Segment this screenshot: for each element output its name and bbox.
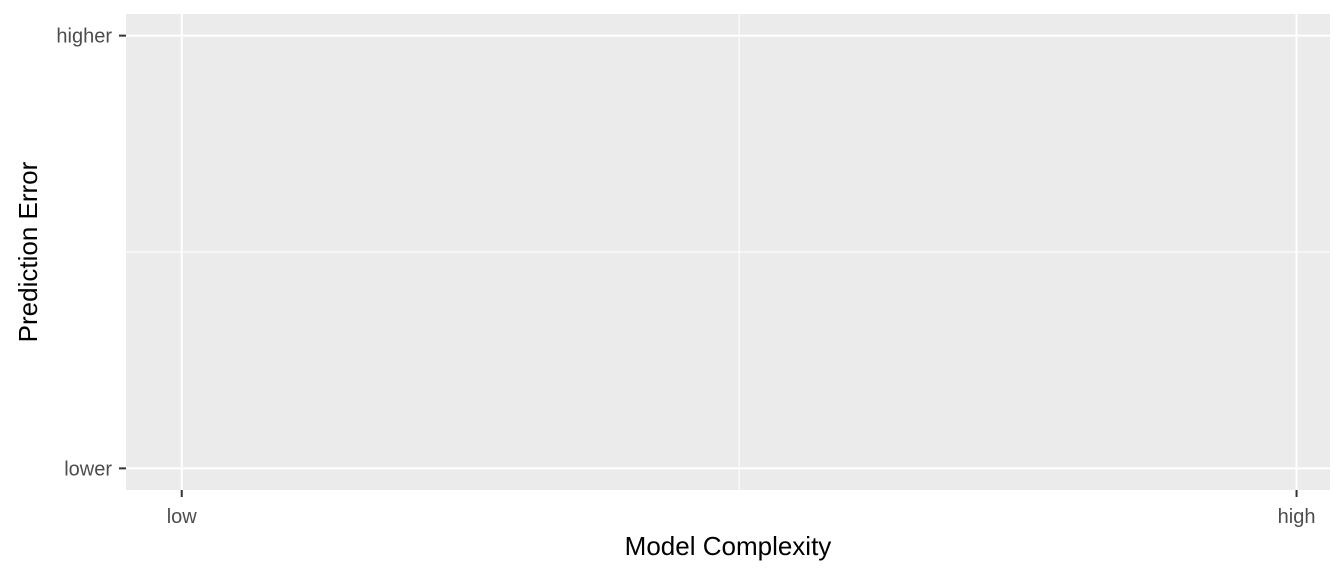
y-tick-label: higher [56, 26, 112, 48]
x-tick-label: high [1278, 506, 1316, 528]
y-axis: lower higher [56, 26, 126, 480]
x-axis-title: Model Complexity [625, 531, 832, 561]
major-gridlines [126, 14, 1330, 490]
minor-gridlines [126, 14, 1330, 490]
x-axis: low high [167, 490, 1316, 528]
x-tick-label: low [167, 506, 198, 528]
y-tick-label: lower [64, 458, 112, 480]
y-axis-title: Prediction Error [13, 161, 43, 342]
